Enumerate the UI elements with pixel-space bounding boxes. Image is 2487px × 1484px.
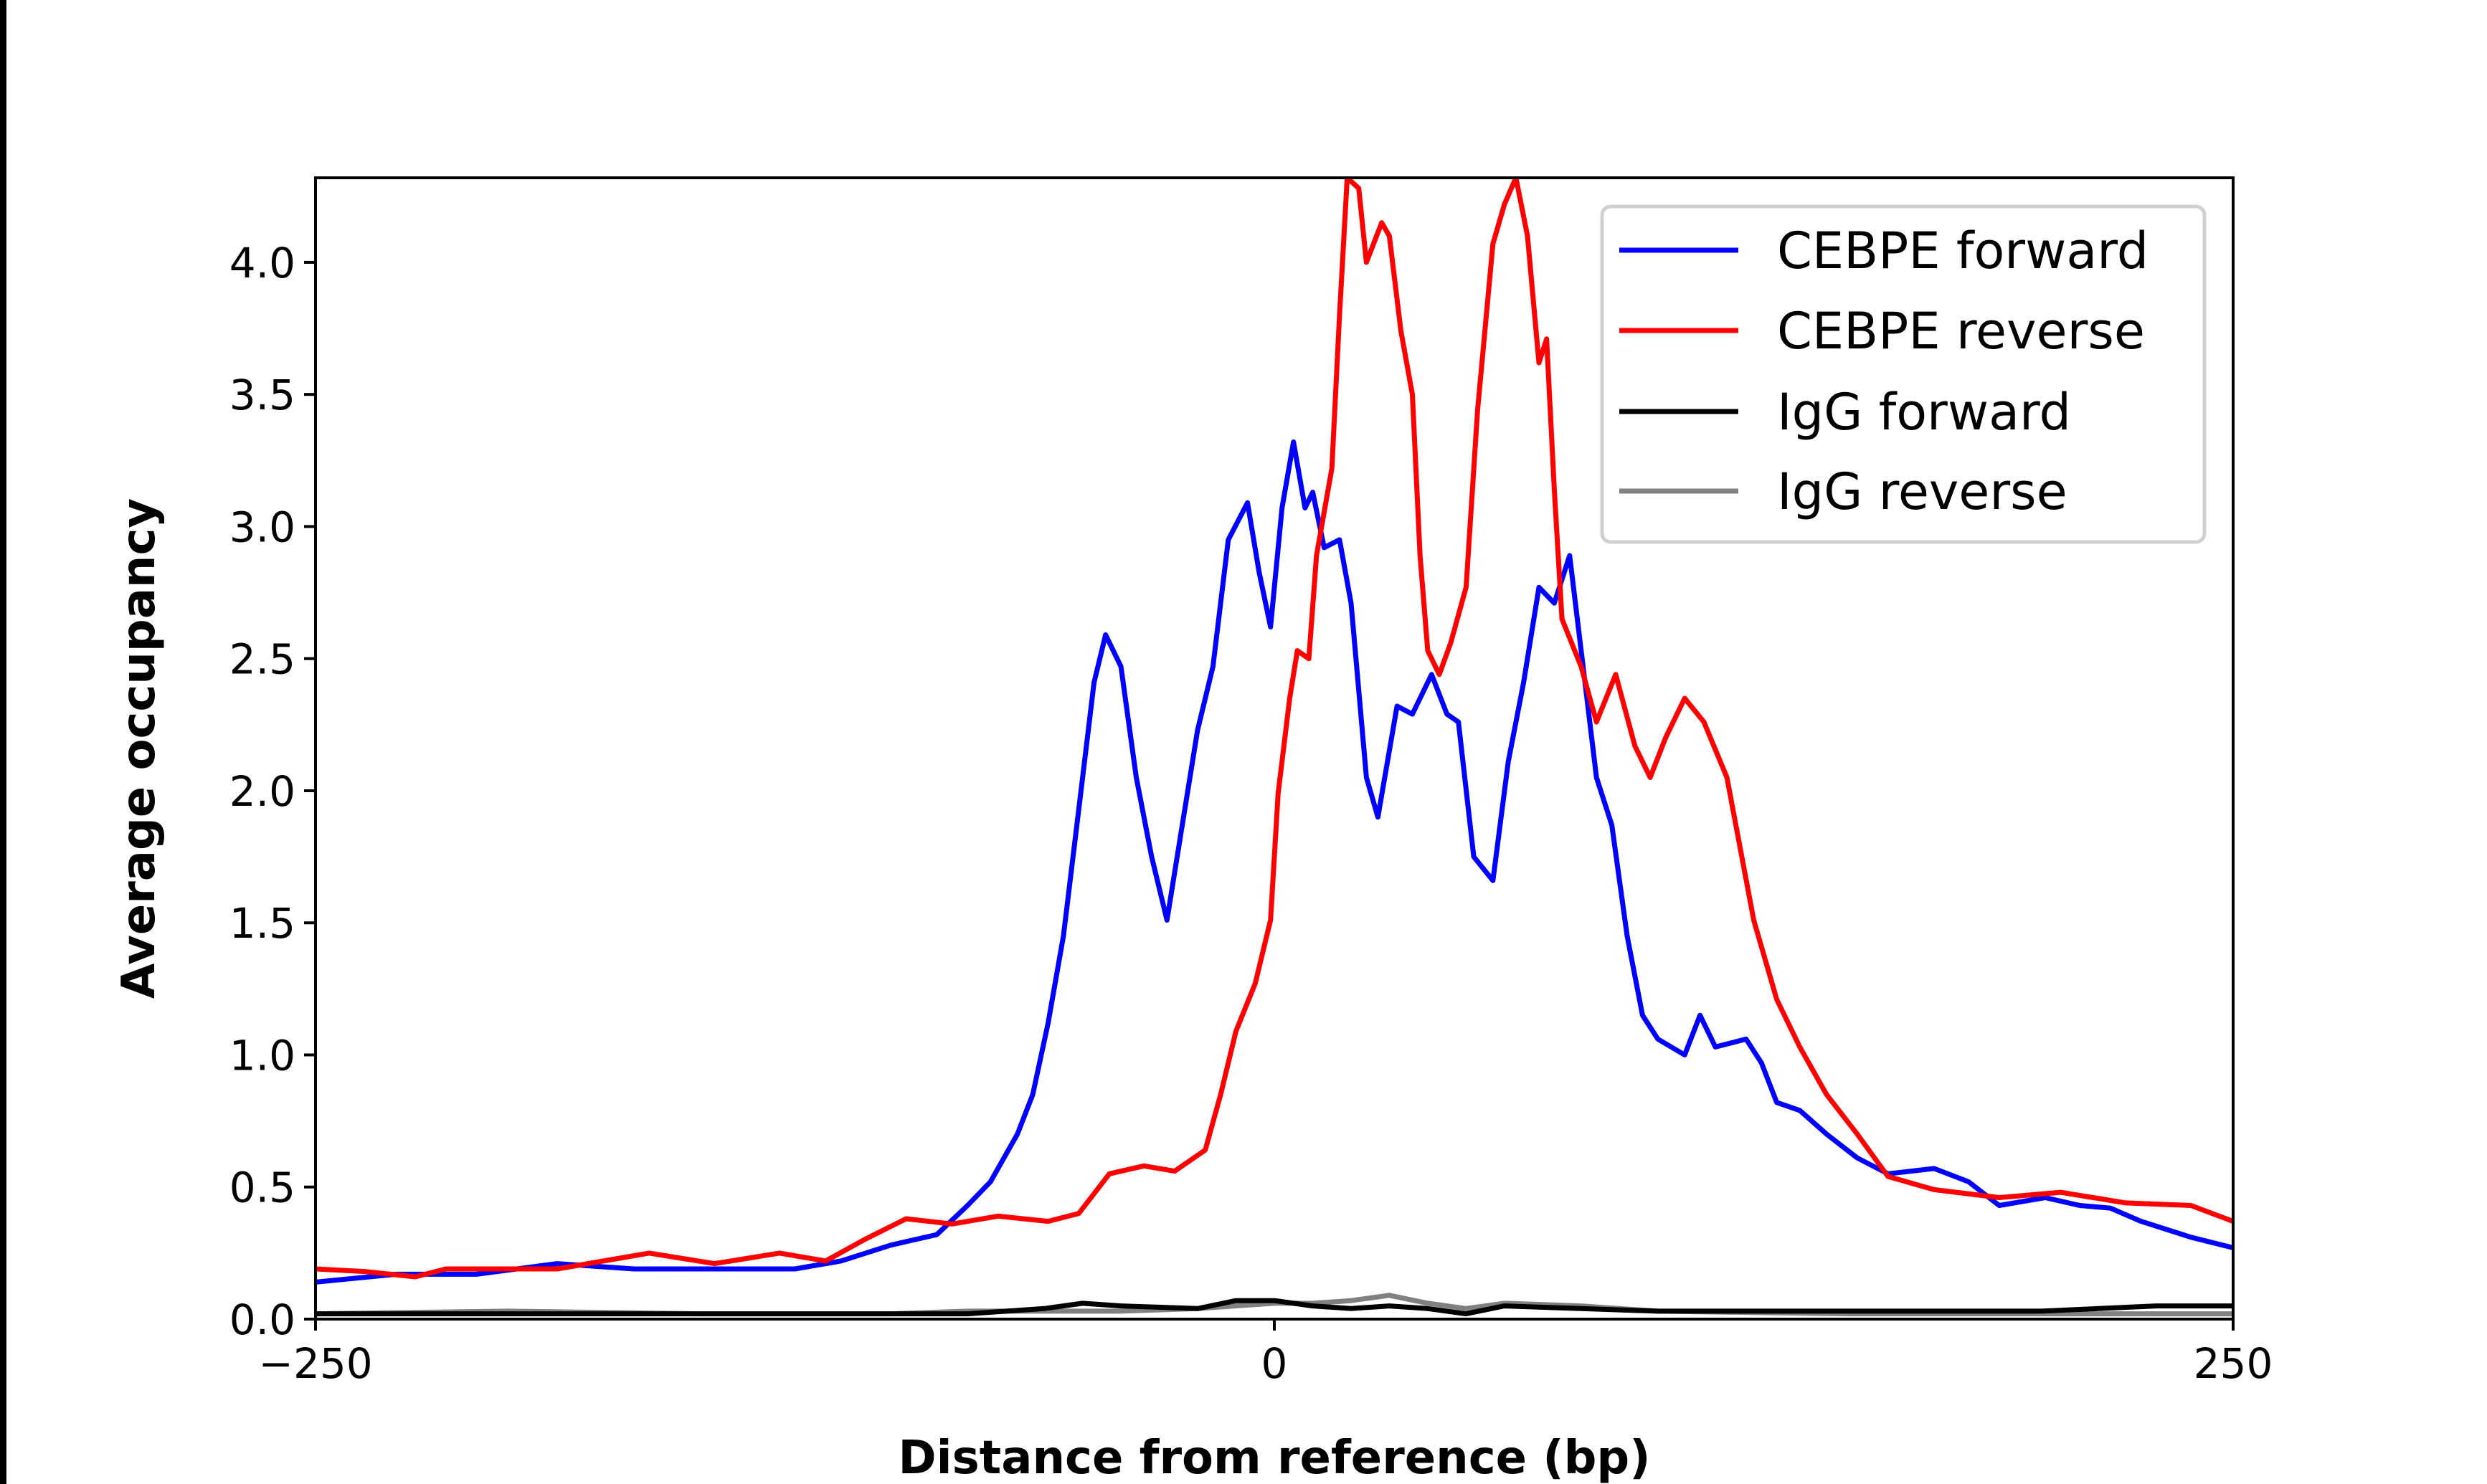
y-tick-label: 0.5 xyxy=(229,1164,295,1212)
x-tick-label: 250 xyxy=(2194,1339,2273,1388)
series-layer xyxy=(316,178,2233,1317)
y-tick-label: 2.5 xyxy=(229,635,295,684)
x-axis-label: Distance from reference (bp) xyxy=(899,1432,1651,1484)
legend-label: IgG reverse xyxy=(1777,462,2067,521)
y-tick-label: 4.0 xyxy=(229,239,295,287)
legend-box xyxy=(1600,204,2207,544)
legend-label: CEBPE forward xyxy=(1777,222,2149,280)
legend-entry-cebpe-forward: CEBPE forward xyxy=(1619,222,2149,280)
y-tick-label: 3.5 xyxy=(229,371,295,419)
legend: CEBPE forward CEBPE reverse IgG forward … xyxy=(1600,204,2207,544)
series-line-cebpe-reverse xyxy=(316,178,2233,1280)
y-tick-label: 1.0 xyxy=(229,1031,295,1080)
legend-label: IgG forward xyxy=(1777,383,2071,442)
left-edge-bar xyxy=(0,0,6,1484)
series-line-igg-forward xyxy=(316,1298,2233,1317)
series-line-cebpe-forward xyxy=(316,439,2233,1285)
legend-entry-igg-forward: IgG forward xyxy=(1619,383,2071,442)
ticks-layer: −250 0 250 0.0 0.5 1.0 1.5 2.0 2.5 3.0 3.5 4.0 xyxy=(229,239,2273,1388)
y-tick-label: 1.5 xyxy=(229,899,295,948)
y-tick-label: 3.0 xyxy=(229,503,295,551)
x-tick-label: 0 xyxy=(1261,1339,1288,1388)
legend-entry-igg-reverse: IgG reverse xyxy=(1619,462,2067,521)
y-tick-label: 0.0 xyxy=(229,1295,295,1344)
legend-label: CEBPE reverse xyxy=(1777,302,2145,361)
legend-entry-cebpe-reverse: CEBPE reverse xyxy=(1619,302,2145,361)
y-axis-label: Average occupancy xyxy=(113,498,166,999)
y-tick-label: 2.0 xyxy=(229,767,295,816)
x-tick-label: −250 xyxy=(258,1339,372,1388)
